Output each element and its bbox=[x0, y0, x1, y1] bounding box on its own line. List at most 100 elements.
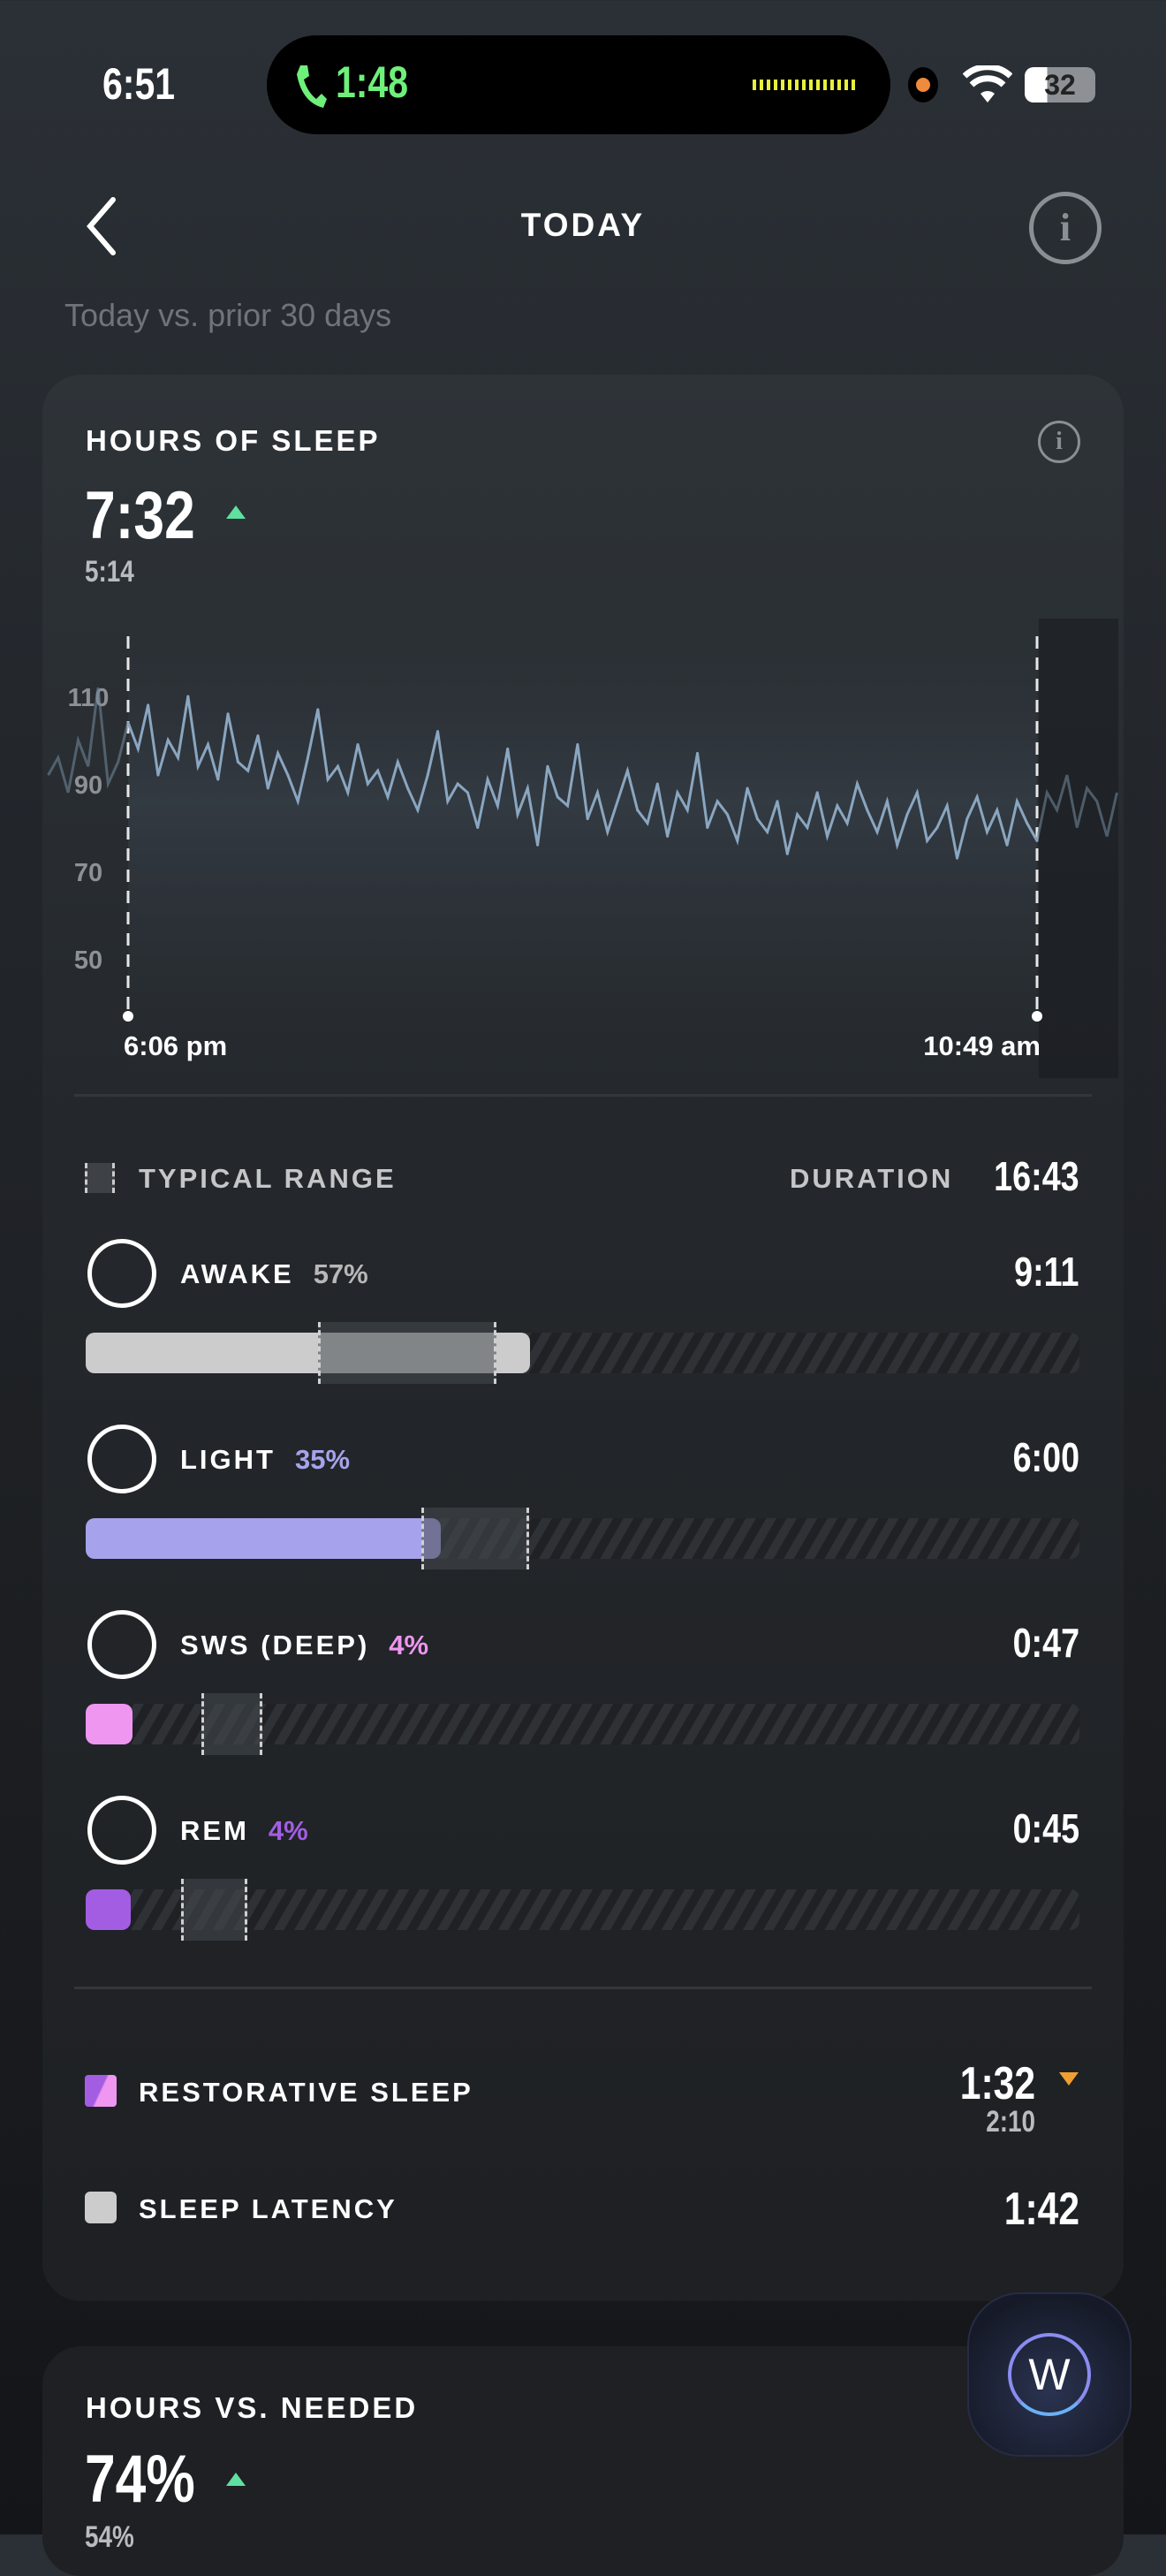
heart-rate-point bbox=[996, 809, 999, 812]
restorative-sleep-value: 1:32 bbox=[959, 2058, 1035, 2109]
stage-bar-fill bbox=[86, 1889, 131, 1930]
trend-down-icon bbox=[1059, 2072, 1079, 2086]
duration-label: DURATION bbox=[790, 1163, 954, 1194]
stage-bar bbox=[86, 1508, 1079, 1569]
status-time: 6:51 bbox=[102, 59, 176, 109]
wifi-icon bbox=[963, 65, 1012, 103]
heart-rate-point bbox=[926, 839, 929, 842]
restorative-sleep-baseline: 2:10 bbox=[986, 2105, 1035, 2139]
trend-up-icon bbox=[226, 2473, 246, 2486]
heart-rate-point bbox=[276, 751, 280, 755]
y-tick-label: 90 bbox=[74, 771, 102, 800]
heart-rate-point bbox=[126, 721, 130, 725]
heart-rate-point bbox=[486, 778, 489, 781]
heart-rate-point bbox=[1026, 822, 1029, 825]
heart-rate-point bbox=[915, 791, 919, 794]
heart-rate-point bbox=[746, 786, 749, 790]
heart-rate-point bbox=[716, 800, 719, 803]
hours-vs-needed-baseline: 54% bbox=[85, 2520, 134, 2554]
heart-rate-point bbox=[516, 813, 519, 817]
info-button[interactable]: i bbox=[1029, 192, 1102, 264]
heart-rate-point bbox=[166, 739, 170, 741]
restorative-sleep-icon bbox=[85, 2075, 117, 2107]
duration-value: 16:43 bbox=[994, 1153, 1079, 1199]
post-sleep-shade bbox=[1039, 619, 1118, 1078]
heart-rate-point bbox=[1035, 839, 1039, 842]
heart-rate-point bbox=[836, 804, 839, 808]
heart-rate-point bbox=[147, 703, 150, 707]
heart-rate-point bbox=[216, 778, 220, 781]
y-tick-label: 110 bbox=[68, 684, 110, 712]
heart-rate-point bbox=[476, 826, 480, 829]
heart-rate-point bbox=[536, 843, 540, 847]
heart-rate-point bbox=[956, 856, 959, 860]
stage-percent: 35% bbox=[295, 1444, 351, 1475]
heart-rate-point bbox=[556, 795, 559, 799]
stage-bar bbox=[86, 1879, 1079, 1941]
heart-rate-point bbox=[366, 782, 369, 786]
heart-rate-point bbox=[586, 817, 589, 821]
heart-rate-point bbox=[416, 809, 420, 812]
heart-rate-point bbox=[706, 826, 709, 829]
heart-rate-point bbox=[595, 791, 599, 794]
heart-rate-point bbox=[256, 734, 260, 738]
heart-rate-point bbox=[935, 826, 939, 829]
heart-rate-point bbox=[446, 800, 450, 803]
heart-rate-point bbox=[785, 852, 789, 855]
heart-rate-point bbox=[566, 804, 570, 808]
heart-rate-point bbox=[1005, 843, 1009, 847]
stage-bar-fill bbox=[86, 1518, 441, 1559]
sleep-hours-baseline: 5:14 bbox=[85, 555, 134, 589]
heart-rate-point bbox=[866, 809, 869, 812]
heart-rate-point bbox=[436, 730, 440, 733]
post-sleep-series bbox=[1035, 774, 1118, 841]
stage-time: 0:47 bbox=[1012, 1620, 1079, 1666]
heart-rate-point bbox=[156, 773, 160, 777]
heart-rate-point bbox=[896, 843, 899, 847]
sleep-window-shade bbox=[128, 619, 1037, 1078]
heart-rate-point bbox=[945, 804, 949, 808]
stage-time: 6:00 bbox=[1012, 1434, 1079, 1480]
info-icon[interactable]: i bbox=[1038, 421, 1080, 463]
heart-rate-point bbox=[186, 695, 190, 698]
stage-bar-fill bbox=[86, 1704, 132, 1744]
back-button[interactable] bbox=[80, 196, 124, 256]
stage-label: AWAKE 57% bbox=[180, 1258, 368, 1289]
stage-time: 0:45 bbox=[1012, 1805, 1079, 1851]
typical-range-marker bbox=[318, 1322, 496, 1384]
heart-rate-point bbox=[826, 834, 829, 838]
heart-rate-point bbox=[576, 742, 579, 746]
heart-rate-point bbox=[456, 782, 459, 786]
heart-rate-point bbox=[356, 742, 360, 746]
heart-rate-point bbox=[725, 813, 729, 817]
heart-rate-chart: 110 90 70 50 6:06 pm 10:49 am bbox=[47, 619, 1118, 1078]
heart-rate-point bbox=[815, 791, 819, 794]
trend-up-icon bbox=[226, 505, 246, 519]
x-label-end: 10:49 am bbox=[923, 1030, 1041, 1061]
heart-rate-point bbox=[796, 813, 799, 817]
heart-rate-point bbox=[496, 804, 499, 808]
heart-rate-point bbox=[336, 764, 339, 768]
heart-rate-point bbox=[546, 764, 549, 768]
stage-ring-icon bbox=[87, 1610, 156, 1679]
y-tick-label: 70 bbox=[74, 859, 102, 887]
heart-rate-point bbox=[196, 764, 200, 768]
heart-rate-point bbox=[655, 782, 659, 786]
heart-rate-point bbox=[246, 769, 250, 772]
heart-rate-point bbox=[676, 791, 679, 794]
heart-rate-point bbox=[696, 751, 700, 755]
dynamic-island[interactable]: 1:48 bbox=[267, 35, 890, 134]
heart-rate-point bbox=[406, 786, 410, 790]
card-title: HOURS VS. NEEDED bbox=[86, 2391, 419, 2424]
heart-rate-point bbox=[625, 769, 629, 772]
heart-rate-point bbox=[386, 795, 390, 799]
waveform-icon bbox=[753, 80, 857, 90]
x-label-start: 6:06 pm bbox=[124, 1030, 227, 1061]
heart-rate-point bbox=[177, 756, 180, 759]
typical-range-marker bbox=[421, 1508, 529, 1569]
heart-rate-point bbox=[307, 756, 310, 759]
coach-fab-button[interactable]: W bbox=[967, 2292, 1132, 2457]
stage-ring-icon bbox=[87, 1796, 156, 1865]
heart-rate-point bbox=[855, 782, 859, 786]
heart-rate-point bbox=[506, 747, 510, 750]
